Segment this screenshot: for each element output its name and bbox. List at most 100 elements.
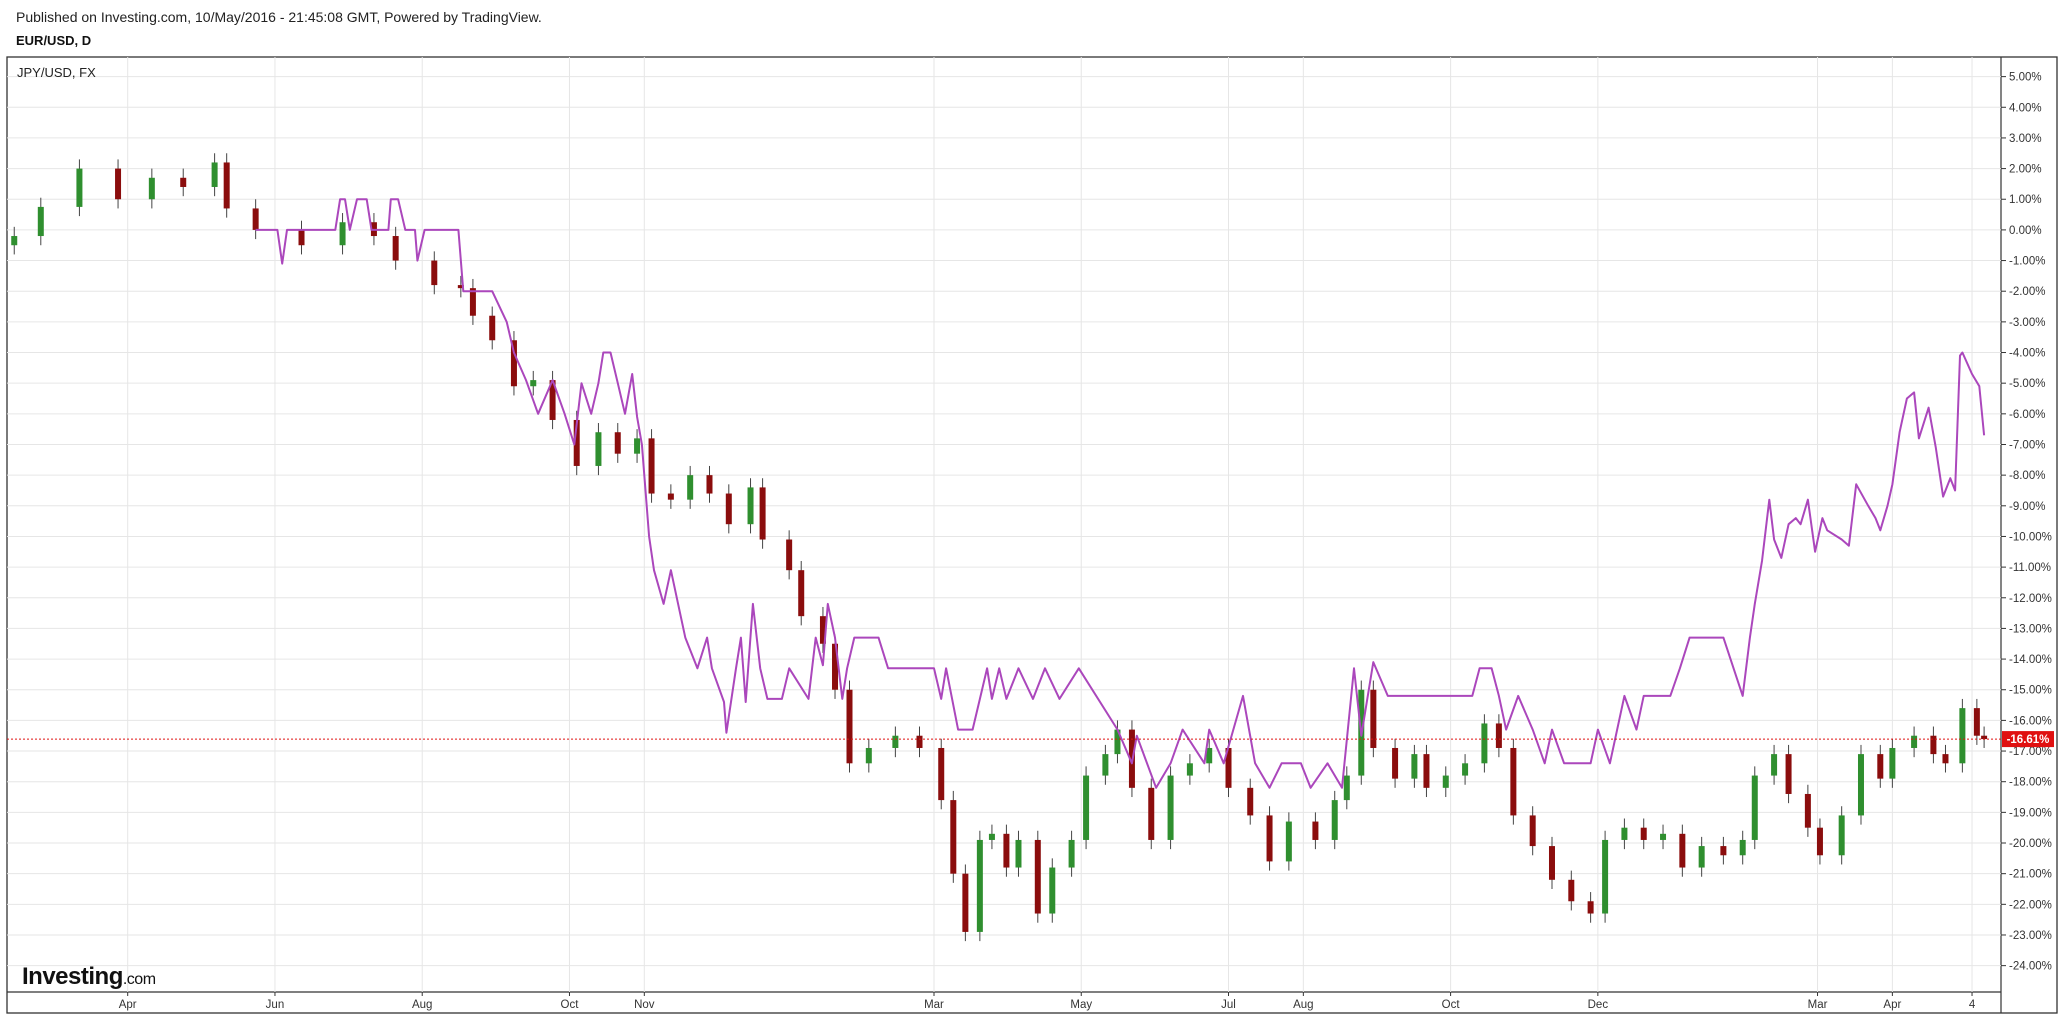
candle-body <box>1015 839 1022 868</box>
candle-body <box>976 839 983 932</box>
candle-body <box>1331 800 1338 840</box>
chart-title: EUR/USD, D <box>16 33 91 48</box>
candle-body <box>1640 827 1647 840</box>
x-tick-label: May <box>1070 999 1092 1011</box>
candle-body <box>1370 689 1377 748</box>
x-tick-label: Mar <box>924 999 944 1011</box>
x-tick-label: Nov <box>634 999 655 1011</box>
x-tick-label: 4 <box>1969 999 1976 1011</box>
candle-body <box>1816 827 1823 856</box>
candle-body <box>1739 839 1746 856</box>
y-tick-label: 3.00% <box>2009 133 2042 145</box>
candle-body <box>1462 763 1469 776</box>
candle-body <box>892 735 899 748</box>
y-tick-label: -24.00% <box>2009 961 2052 973</box>
candle-body <box>1804 793 1811 828</box>
candle-body <box>1751 775 1758 840</box>
candle-body <box>1068 839 1075 868</box>
y-tick-label: -11.00% <box>2009 562 2051 574</box>
x-tick-label: Aug <box>412 999 432 1011</box>
candle-body <box>392 236 399 261</box>
candle-body <box>1720 846 1727 856</box>
y-tick-label: -15.00% <box>2009 685 2052 697</box>
candle-body <box>1034 839 1041 914</box>
candle-body <box>1930 735 1937 755</box>
y-tick-label: -23.00% <box>2009 930 2052 942</box>
candle-body <box>510 340 517 387</box>
candle-body <box>595 432 602 466</box>
candle-body <box>1771 754 1778 776</box>
candle-body <box>634 438 641 454</box>
candle-body <box>747 487 754 525</box>
candle-body <box>865 747 872 764</box>
candle-body <box>725 493 732 525</box>
x-tick-label: Dec <box>1588 999 1609 1011</box>
candle-body <box>339 222 346 246</box>
candle-body <box>648 438 655 494</box>
candle-body <box>950 800 957 874</box>
candle-body <box>706 475 713 494</box>
candle-body <box>1889 747 1896 779</box>
candle-body <box>252 208 259 230</box>
last-value-box <box>2002 731 2054 748</box>
candle-body <box>1392 747 1399 779</box>
plot <box>7 153 2001 942</box>
candle-body <box>962 873 969 932</box>
candle-body <box>1266 815 1273 862</box>
candle-body <box>832 643 839 690</box>
candle-body <box>687 475 694 500</box>
candle-body <box>819 616 826 644</box>
candle-body <box>1343 775 1350 801</box>
candle-body <box>1481 723 1488 764</box>
candle-body <box>1083 775 1090 840</box>
candle-body <box>1911 735 1918 748</box>
candle-body <box>1959 708 1966 764</box>
candle-body <box>1102 754 1109 776</box>
candle-body <box>76 168 83 207</box>
candle-body <box>1877 754 1884 779</box>
x-tick-label: Oct <box>1442 999 1461 1011</box>
x-tick-label: Apr <box>119 999 137 1011</box>
candle-body <box>115 168 122 200</box>
x-tick-label: Mar <box>1808 999 1828 1011</box>
candle-body <box>223 162 230 209</box>
candle-body <box>1660 833 1667 840</box>
candle-body <box>1679 833 1686 868</box>
y-tick-label: -12.00% <box>2009 593 2052 605</box>
y-tick-label: -7.00% <box>2009 439 2045 451</box>
y-tick-label: -16.00% <box>2009 715 2052 727</box>
candle-body <box>1114 729 1121 755</box>
y-tick-label: -20.00% <box>2009 838 2052 850</box>
x-tick-label: Oct <box>561 999 580 1011</box>
candle-body <box>1495 723 1502 748</box>
candle-body <box>298 229 305 246</box>
candle-body <box>1510 747 1517 816</box>
candle-body <box>1206 747 1213 764</box>
candle-body <box>1942 754 1949 764</box>
candle-body <box>1602 839 1609 914</box>
y-tick-label: -9.00% <box>2009 501 2045 513</box>
candle-body <box>1423 754 1430 788</box>
last-value-label: -16.61% <box>2007 734 2050 746</box>
y-tick-label: 1.00% <box>2009 194 2042 206</box>
y-tick-label: 0.00% <box>2009 225 2042 237</box>
y-tick-label: 2.00% <box>2009 164 2042 176</box>
candle-body <box>530 380 537 387</box>
y-tick-label: 4.00% <box>2009 102 2042 114</box>
candle-body <box>1981 735 1988 740</box>
chart-frame <box>6 56 2058 1014</box>
candle-body <box>37 206 44 237</box>
y-tick-label: -5.00% <box>2009 378 2045 390</box>
grid <box>7 57 2001 992</box>
candle-body <box>1148 787 1155 840</box>
x-tick-label: Jul <box>1221 999 1236 1011</box>
y-tick-label: -10.00% <box>2009 531 2052 543</box>
y-tick-label: -17.00% <box>2009 746 2052 758</box>
candle-body <box>1285 821 1292 862</box>
candle-body <box>1621 827 1628 840</box>
line-series <box>255 198 1986 789</box>
y-tick-label: -4.00% <box>2009 348 2045 360</box>
candle-body <box>1973 708 1980 736</box>
y-tick-label: -18.00% <box>2009 777 2052 789</box>
